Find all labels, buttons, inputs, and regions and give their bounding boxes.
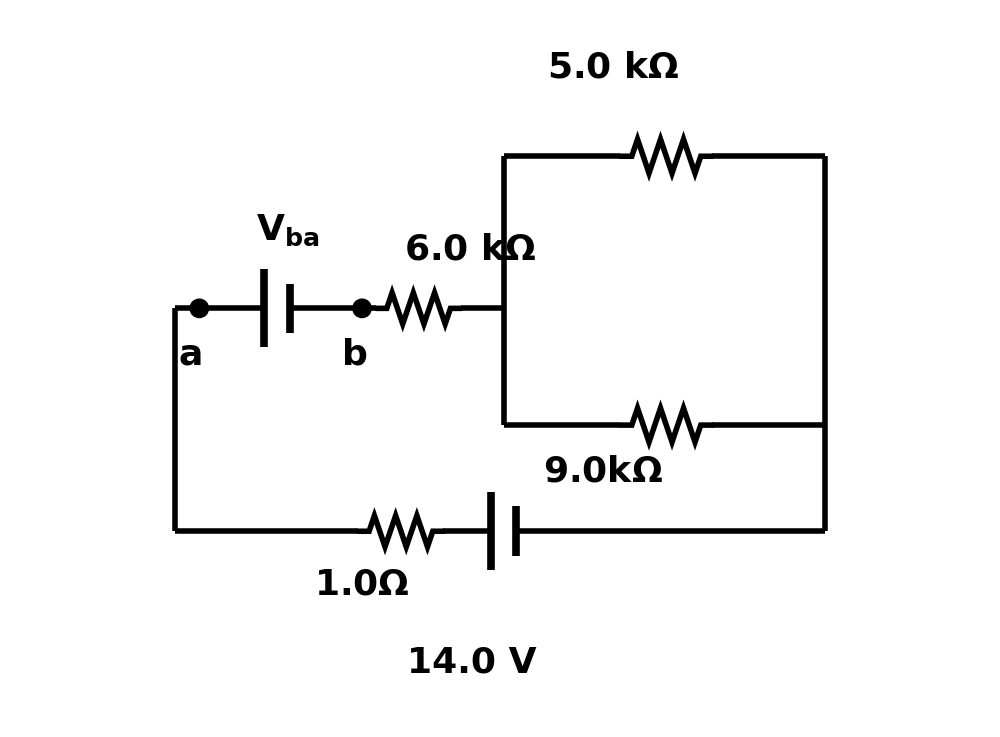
Text: $\mathbf{V}_{\mathbf{ba}}$: $\mathbf{V}_{\mathbf{ba}}$ [256, 213, 319, 248]
Text: 1.0$\mathbf{\Omega}$: 1.0$\mathbf{\Omega}$ [314, 567, 410, 601]
Circle shape [353, 299, 371, 318]
Text: 5.0 k$\mathbf{\Omega}$: 5.0 k$\mathbf{\Omega}$ [547, 51, 679, 85]
Text: 6.0 k$\mathbf{\Omega}$: 6.0 k$\mathbf{\Omega}$ [404, 233, 537, 267]
Text: b: b [342, 338, 368, 371]
Circle shape [190, 299, 209, 318]
Text: 9.0k$\mathbf{\Omega}$: 9.0k$\mathbf{\Omega}$ [543, 454, 662, 488]
Text: 14.0 V: 14.0 V [407, 645, 537, 679]
Text: a: a [179, 338, 203, 371]
